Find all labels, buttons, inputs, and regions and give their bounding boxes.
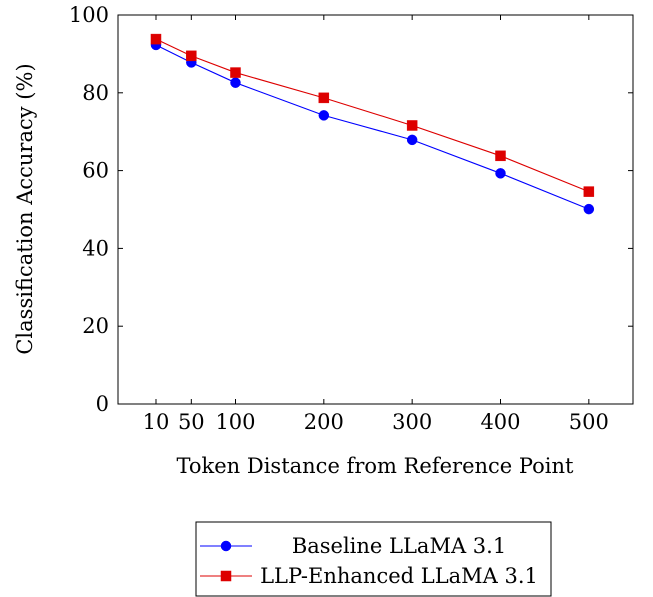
y-tick-label: 20	[82, 314, 109, 338]
legend-entry-2: LLP-Enhanced LLaMA 3.1	[200, 564, 538, 588]
data-point	[495, 168, 506, 179]
legend-box	[195, 521, 552, 597]
data-point	[318, 92, 330, 104]
data-point	[406, 134, 418, 146]
x-axis-label: Token Distance from Reference Point	[177, 454, 575, 478]
legend-entry-1: Baseline LLaMA 3.1	[200, 534, 506, 558]
data-point	[230, 67, 241, 78]
series-line	[155, 44, 590, 210]
x-tick-label: 300	[392, 410, 432, 434]
data-point	[583, 203, 595, 215]
series-layer	[150, 33, 595, 215]
legend: Baseline LLaMA 3.1 LLP-Enhanced LLaMA 3.1	[195, 521, 552, 597]
plot-area	[117, 14, 634, 405]
data-point	[230, 77, 241, 88]
x-tick-label: 200	[304, 410, 344, 434]
legend-marker	[220, 540, 232, 552]
data-point	[495, 150, 506, 162]
legend-marker	[220, 570, 232, 582]
series-line	[155, 38, 590, 193]
y-tick-label: 80	[82, 81, 109, 105]
data-point	[583, 186, 595, 197]
legend-label: Baseline LLaMA 3.1	[292, 534, 506, 558]
legend-label: LLP-Enhanced LLaMA 3.1	[260, 564, 538, 588]
y-axis: 0 20 40 60 80 100	[69, 3, 633, 416]
data-point	[186, 50, 197, 62]
y-tick-label: 60	[82, 159, 109, 183]
y-axis-label: Classification Accuracy (%)	[13, 63, 37, 354]
series-2	[150, 33, 595, 197]
x-tick-label: 10	[143, 410, 170, 434]
x-tick-label: 100	[215, 410, 255, 434]
x-axis: 10 50 100 200 300 400 500	[143, 15, 609, 434]
data-point	[318, 110, 330, 121]
x-tick-label: 500	[569, 410, 609, 434]
y-tick-label: 100	[69, 3, 109, 27]
x-tick-label: 50	[178, 410, 205, 434]
data-point	[150, 33, 162, 45]
data-point	[406, 120, 418, 131]
x-tick-label: 400	[480, 410, 520, 434]
y-tick-label: 0	[96, 392, 109, 416]
y-tick-label: 40	[82, 236, 109, 260]
